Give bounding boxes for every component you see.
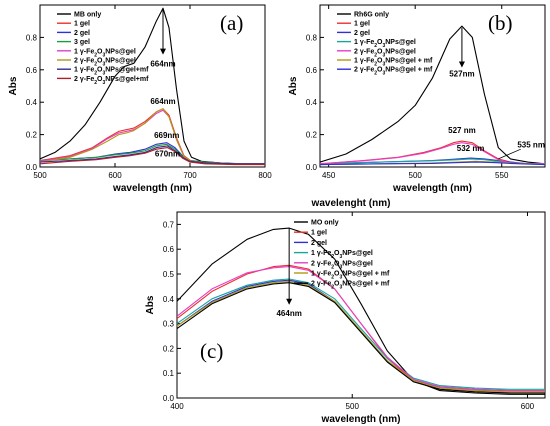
legend-entry: 2 γ-Fe2O3NPs@gel + mf <box>311 281 390 291</box>
series-line-3 <box>177 279 545 392</box>
y-tick-label: 0.6 <box>26 66 38 75</box>
chart-panel-c: 400 500 600 0.0 0.1 0.2 0.3 0.4 0.5 0.6 0.7 wavelen… <box>145 198 546 425</box>
panel-label: (c) <box>200 339 223 363</box>
legend-entry: 2 γ-Fe2O3NPs@gel + mf <box>354 67 433 77</box>
x-axis-label: wavelength (nm) <box>321 414 401 425</box>
legend-entry: 1 γ-Fe2O3NPs@gel <box>354 39 416 49</box>
legend-entry: 1 gel <box>311 230 327 237</box>
plot-frame <box>319 4 546 168</box>
legend-entry: 3 gel <box>74 39 90 46</box>
series-line-5 <box>177 266 545 392</box>
series-group <box>320 25 545 166</box>
series-line-1 <box>320 25 545 165</box>
peak-annotation: 664nm <box>150 60 175 69</box>
legend-entry: MO only <box>311 220 339 227</box>
trend-arrow-head <box>458 61 465 68</box>
legend-entry: 2 gel <box>74 30 90 37</box>
x-tick-label: 500 <box>33 171 47 180</box>
series-line-8 <box>40 147 265 166</box>
peak-annotation: 535 nm <box>517 141 545 150</box>
annotation-pointer <box>498 148 521 160</box>
x-tick-label: 800 <box>258 171 272 180</box>
plot-frame <box>39 4 266 168</box>
trend-arrow-head <box>286 298 293 305</box>
peak-annotation: 669nm <box>154 131 179 140</box>
y-tick-label: 0.0 <box>163 394 175 403</box>
x-axis-label: wavelength (nm) <box>112 183 192 194</box>
panel-label: (a) <box>220 11 243 35</box>
peak-annotation: 527nm <box>449 69 474 78</box>
x-tick-label: 400 <box>170 402 184 411</box>
x-tick-label: 600 <box>521 402 535 411</box>
y-tick-label: 0.6 <box>163 245 175 254</box>
series-line-6 <box>177 280 545 393</box>
series-group <box>40 7 265 166</box>
peak-annotation: 664nm <box>150 97 175 106</box>
legend-entry: 1 γ-Fe2O3NPs@gel <box>311 250 373 260</box>
series-group <box>177 227 545 395</box>
chart-panel-b: 450 500 550 0.0 0.2 0.4 0.6 0.8 wavelength (nm) A… <box>288 4 546 194</box>
legend-entry: 1 γ-Fe2O3NPs@gel+mf <box>74 67 149 77</box>
y-tick-label: 0.2 <box>163 344 175 353</box>
series-line-7 <box>40 145 265 165</box>
y-axis-label: Abs <box>8 76 19 95</box>
series-line-7 <box>320 161 545 166</box>
y-tick-label: 0.0 <box>26 163 38 172</box>
y-axis-label: Abs <box>288 76 299 95</box>
legend-entry: 2 gel <box>311 240 327 247</box>
x-axis-label: wavelength (nm) <box>392 183 472 194</box>
y-tick-label: 0.2 <box>306 131 318 140</box>
x-tick-label: 700 <box>183 171 197 180</box>
trend-arrow-head <box>160 48 166 55</box>
legend-entry: 1 gel <box>354 21 370 28</box>
legend-entry: 2 γ-Fe2O3NPs@gel <box>311 260 373 270</box>
peak-annotation: 670nm <box>155 149 180 158</box>
legend-entry: 2 gel <box>354 30 370 37</box>
peak-annotation: 464nm <box>276 309 301 318</box>
x-tick-label: 600 <box>108 171 122 180</box>
y-tick-label: 0.4 <box>306 98 318 107</box>
legend-entry: 2 γ-Fe2O3NPs@gel <box>74 58 136 68</box>
legend-entry: MB only <box>74 12 101 19</box>
y-tick-label: 0.7 <box>163 220 175 229</box>
top-x-axis-label: wavelenght (nm) <box>311 198 391 209</box>
legend-entry: 1 γ-Fe2O3NPs@gel + mf <box>311 271 390 281</box>
y-tick-label: 0.4 <box>26 98 38 107</box>
x-tick-label: 500 <box>409 171 423 180</box>
x-tick-label: 550 <box>495 171 509 180</box>
legend-entry: 1 gel <box>74 21 90 28</box>
y-tick-label: 0.8 <box>306 33 318 42</box>
legend-entry: 2 γ-Fe2O3NPs@gel+mf <box>74 76 149 86</box>
y-tick-label: 0.5 <box>163 270 175 279</box>
peak-annotation: 532 nm <box>457 144 485 153</box>
plot-frame <box>176 211 546 399</box>
x-tick-label: 450 <box>322 171 336 180</box>
y-tick-label: 0.4 <box>163 295 175 304</box>
peak-annotation: 527 nm <box>448 126 476 135</box>
legend-entry: 1 γ-Fe2O3NPs@gel + mf <box>354 58 433 68</box>
y-tick-label: 0.1 <box>163 369 175 378</box>
legend-entry: Rh6G only <box>354 12 389 19</box>
y-tick-label: 0.2 <box>26 131 38 140</box>
panel-label: (b) <box>488 11 513 35</box>
x-tick-label: 500 <box>346 402 360 411</box>
y-tick-label: 0.3 <box>163 320 175 329</box>
y-axis-label: Abs <box>145 295 156 314</box>
series-line-1 <box>177 227 545 395</box>
y-tick-label: 0.8 <box>26 33 38 42</box>
series-line-7 <box>177 282 545 394</box>
chart-panel-a: 500 600 700 800 0.0 0.2 0.4 0.6 0.8 wavelength (n… <box>8 4 272 194</box>
series-line-4 <box>177 278 545 390</box>
legend-entry: 1 γ-Fe2O3NPs@gel <box>74 48 136 58</box>
y-tick-label: 0.0 <box>306 163 318 172</box>
legend-entry: 2 γ-Fe2O3NPs@gel <box>354 48 416 58</box>
y-tick-label: 0.6 <box>306 66 318 75</box>
series-line-4 <box>40 143 265 165</box>
